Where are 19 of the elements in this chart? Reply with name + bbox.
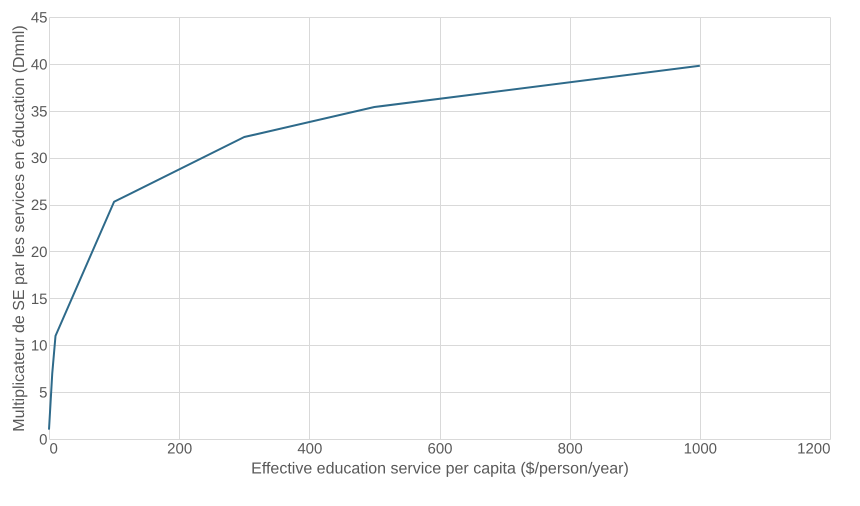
y-tick-label: 35 [30, 103, 48, 120]
x-tick-label: 1200 [797, 440, 830, 458]
line-series [48, 64, 701, 431]
x-tick-label: 0 [50, 440, 58, 458]
y-tick-label: 40 [30, 56, 48, 74]
y-tick-label: 25 [30, 197, 48, 214]
y-tick-label: 20 [30, 244, 48, 261]
y-tick-label: 5 [39, 384, 48, 402]
x-axis-title: Effective education service per capita ($/person/year) [251, 460, 629, 478]
y-tick-label: 10 [30, 338, 48, 355]
x-tick-label: 600 [427, 440, 453, 458]
x-tick-label: 400 [297, 440, 322, 458]
x-tick-label: 800 [558, 440, 583, 458]
x-tick-label: 1000 [684, 440, 718, 458]
x-tick-label: 200 [167, 440, 192, 458]
y-tick-label: 15 [30, 290, 48, 308]
y-tick-label: 30 [30, 150, 48, 168]
y-tick-label: 45 [30, 10, 48, 26]
y-axis-title: Multiplicateur de SE par les services en éducation (Dmnl) [10, 25, 28, 432]
